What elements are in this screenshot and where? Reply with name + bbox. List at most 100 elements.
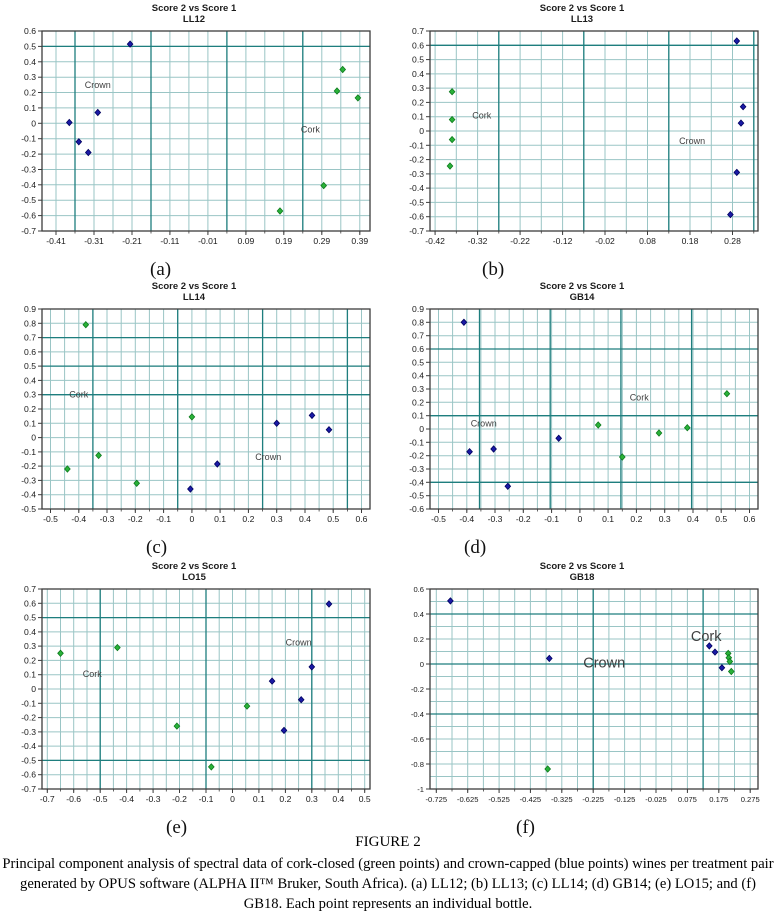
svg-text:0.5: 0.5 <box>412 357 424 367</box>
svg-text:-0.3: -0.3 <box>409 169 424 179</box>
svg-text:-0.6: -0.6 <box>409 504 424 514</box>
svg-text:0.2: 0.2 <box>24 87 36 97</box>
svg-text:Crown: Crown <box>286 637 312 647</box>
panel-a-scatter-plot: -0.41 -0.31 -0.21 -0.11 -0.01 0.09 0.19 0.29 0.3… <box>8 26 380 258</box>
svg-text:0.275: 0.275 <box>741 795 760 804</box>
svg-text:0.39: 0.39 <box>351 236 368 246</box>
svg-text:-0.5: -0.5 <box>21 195 36 205</box>
svg-text:Crown: Crown <box>471 419 497 429</box>
svg-text:-0.5: -0.5 <box>43 514 58 524</box>
svg-text:0.6: 0.6 <box>356 514 368 524</box>
svg-text:-0.4: -0.4 <box>411 710 424 719</box>
svg-text:0.6: 0.6 <box>412 40 424 50</box>
panel-f-title: Score 2 vs Score 1 GB18 <box>540 561 625 584</box>
panel-d-scatter-plot: -0.5 -0.4 -0.3 -0.2 -0.1 0 0.1 0.2 0.3 0.4 0.5 0.6 0… <box>396 304 768 536</box>
svg-text:-0.125: -0.125 <box>614 795 636 804</box>
svg-text:0: 0 <box>31 684 36 694</box>
svg-text:-0.41: -0.41 <box>46 236 66 246</box>
svg-text:0.5: 0.5 <box>24 361 36 371</box>
svg-text:0.3: 0.3 <box>412 384 424 394</box>
panel-f: Score 2 vs Score 1 GB18 -0.725 -0.625 -0.5… <box>388 558 776 837</box>
svg-text:0.29: 0.29 <box>313 236 330 246</box>
svg-text:Crown: Crown <box>85 80 111 90</box>
svg-text:-0.225: -0.225 <box>582 795 604 804</box>
svg-text:-0.3: -0.3 <box>488 514 503 524</box>
svg-text:0: 0 <box>578 514 583 524</box>
svg-text:-0.4: -0.4 <box>409 477 424 487</box>
svg-text:0.08: 0.08 <box>639 236 656 246</box>
svg-text:-0.525: -0.525 <box>488 795 510 804</box>
svg-text:-0.2: -0.2 <box>128 514 143 524</box>
svg-text:-0.5: -0.5 <box>93 794 108 804</box>
svg-text:0.19: 0.19 <box>275 236 292 246</box>
svg-text:-0.2: -0.2 <box>21 149 36 159</box>
svg-text:0.1: 0.1 <box>253 794 265 804</box>
svg-text:0.3: 0.3 <box>659 514 671 524</box>
svg-text:-0.12: -0.12 <box>553 236 573 246</box>
svg-text:0.2: 0.2 <box>24 404 36 414</box>
figure-caption-block: FIGURE 2 Principal component analysis of… <box>0 834 776 914</box>
svg-text:-1: -1 <box>417 785 424 794</box>
svg-text:0: 0 <box>31 118 36 128</box>
svg-text:0.2: 0.2 <box>242 514 254 524</box>
panel-d-label: (d) <box>464 536 487 558</box>
panel-b-title: Score 2 vs Score 1 LL13 <box>539 3 625 26</box>
svg-text:-0.5: -0.5 <box>431 514 446 524</box>
svg-text:-0.725: -0.725 <box>426 795 448 804</box>
svg-text:-0.5: -0.5 <box>409 491 424 501</box>
svg-text:-0.22: -0.22 <box>510 236 530 246</box>
svg-text:-0.21: -0.21 <box>122 236 142 246</box>
svg-text:Crown: Crown <box>583 655 625 671</box>
svg-text:-0.42: -0.42 <box>425 236 445 246</box>
panel-b-title-line1: Score 2 vs Score 1 <box>539 3 625 14</box>
svg-text:-0.7: -0.7 <box>21 784 36 794</box>
panel-c-title: Score 2 vs Score 1 LL14 <box>151 281 237 304</box>
svg-text:-0.6: -0.6 <box>21 770 36 780</box>
svg-text:-0.5: -0.5 <box>409 197 424 207</box>
svg-text:-0.3: -0.3 <box>409 464 424 474</box>
figure-label: FIGURE 2 <box>355 834 421 850</box>
svg-text:-0.4: -0.4 <box>21 180 36 190</box>
panel-e-title-line2: LO15 <box>182 571 206 583</box>
panel-b-title-line2: LL13 <box>570 13 594 25</box>
svg-text:-0.02: -0.02 <box>595 236 615 246</box>
svg-text:-0.01: -0.01 <box>198 236 218 246</box>
svg-text:0.5: 0.5 <box>715 514 727 524</box>
svg-text:0.2: 0.2 <box>279 794 291 804</box>
svg-text:0: 0 <box>230 794 235 804</box>
svg-text:0: 0 <box>420 660 424 669</box>
svg-text:0.4: 0.4 <box>412 371 424 381</box>
svg-text:-0.6: -0.6 <box>411 735 424 744</box>
panel-c-title-line1: Score 2 vs Score 1 <box>151 281 237 292</box>
svg-text:-0.025: -0.025 <box>645 795 667 804</box>
svg-text:Cork: Cork <box>691 629 722 645</box>
svg-text:-0.32: -0.32 <box>468 236 488 246</box>
svg-text:-0.2: -0.2 <box>516 514 531 524</box>
svg-text:0.7: 0.7 <box>24 332 36 342</box>
svg-text:-0.3: -0.3 <box>100 514 115 524</box>
panel-f-label: (f) <box>516 816 535 838</box>
svg-text:0.9: 0.9 <box>24 305 36 314</box>
svg-text:0.1: 0.1 <box>412 411 424 421</box>
figure-caption-text: Principal component analysis of spectral… <box>2 856 774 913</box>
svg-text:Cork: Cork <box>472 110 492 120</box>
svg-text:0.2: 0.2 <box>412 97 424 107</box>
svg-text:0.7: 0.7 <box>412 27 424 36</box>
svg-text:0.6: 0.6 <box>24 27 36 36</box>
svg-text:-0.4: -0.4 <box>409 183 424 193</box>
svg-text:0: 0 <box>31 432 36 442</box>
svg-text:0.1: 0.1 <box>602 514 614 524</box>
svg-text:-0.3: -0.3 <box>146 794 161 804</box>
svg-text:-0.8: -0.8 <box>411 760 424 769</box>
svg-text:0.2: 0.2 <box>630 514 642 524</box>
svg-text:-0.1: -0.1 <box>199 794 214 804</box>
svg-text:0.1: 0.1 <box>412 112 424 122</box>
panel-a-title-line1: Score 2 vs Score 1 <box>151 3 237 14</box>
svg-text:0.2: 0.2 <box>413 635 424 644</box>
svg-text:0.09: 0.09 <box>238 236 255 246</box>
svg-text:-0.4: -0.4 <box>119 794 134 804</box>
svg-text:-0.6: -0.6 <box>66 794 81 804</box>
svg-text:Cork: Cork <box>630 393 650 403</box>
panel-b-label: (b) <box>482 258 505 280</box>
panel-e: Score 2 vs Score 1 LO15 -0.7 -0.6 -0.5 -0.4… <box>0 558 388 837</box>
